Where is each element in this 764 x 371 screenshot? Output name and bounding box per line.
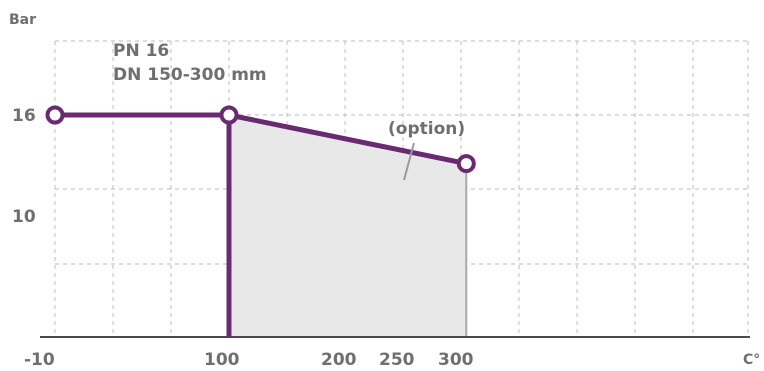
x-axis-title: C° xyxy=(743,352,760,368)
option-pointer-line xyxy=(403,142,415,181)
data-points xyxy=(45,105,476,174)
x-tick-label: 200 xyxy=(321,350,357,370)
y-tick-label: 10 xyxy=(12,207,36,227)
option-label: (option) xyxy=(388,119,465,139)
shaded-region xyxy=(229,115,467,337)
annotation-dn: DN 150-300 mm xyxy=(113,65,267,85)
x-tick-label: 250 xyxy=(379,350,415,370)
x-tick-label: -10 xyxy=(24,350,55,370)
y-axis-title: Bar xyxy=(9,12,36,28)
x-tick-label: 300 xyxy=(438,350,474,370)
annotation-pn: PN 16 xyxy=(113,41,169,61)
y-tick-label: 16 xyxy=(12,106,36,126)
data-point xyxy=(45,105,65,125)
x-tick-label: 100 xyxy=(204,350,240,370)
data-point xyxy=(456,154,476,174)
data-point xyxy=(219,105,239,125)
